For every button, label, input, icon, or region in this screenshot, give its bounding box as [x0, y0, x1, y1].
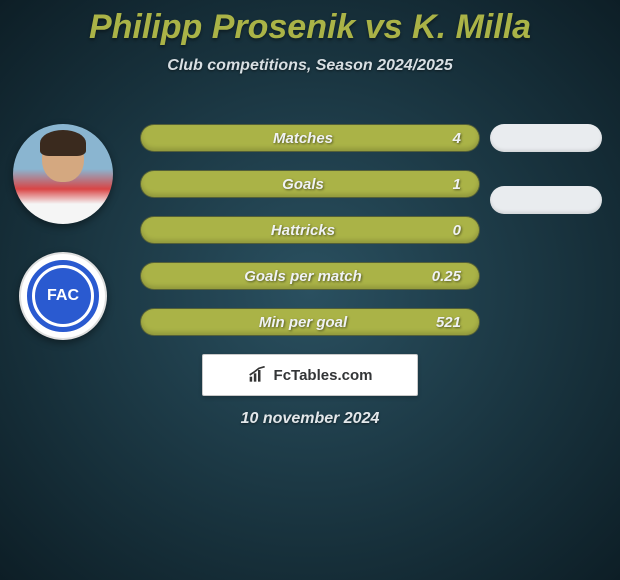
stat-label: Min per goal — [141, 314, 425, 331]
stat-value: 521 — [425, 314, 461, 331]
club-acronym: FAC — [47, 287, 79, 305]
stat-value: 1 — [425, 176, 461, 193]
comparison-pills — [490, 124, 602, 214]
stat-bar: Goals 1 — [140, 170, 480, 198]
brand-text: FcTables.com — [274, 367, 373, 384]
club-avatar: FAC — [19, 252, 107, 340]
stat-bar: Hattricks 0 — [140, 216, 480, 244]
stat-value: 4 — [425, 130, 461, 147]
stat-value: 0.25 — [425, 268, 461, 285]
stat-label: Hattricks — [141, 222, 425, 239]
page-title: Philipp Prosenik vs K. Milla — [0, 0, 620, 47]
date-text: 10 november 2024 — [241, 410, 380, 428]
stat-bar: Goals per match 0.25 — [140, 262, 480, 290]
stat-bar: Matches 4 — [140, 124, 480, 152]
stats-bars: Matches 4 Goals 1 Hattricks 0 Goals per … — [140, 124, 480, 336]
comparison-pill — [490, 124, 602, 152]
subtitle: Club competitions, Season 2024/2025 — [0, 57, 620, 75]
stat-label: Goals — [141, 176, 425, 193]
stat-value: 0 — [425, 222, 461, 239]
comparison-pill — [490, 186, 602, 214]
chart-icon — [248, 366, 268, 384]
stat-label: Matches — [141, 130, 425, 147]
club-logo: FAC — [27, 260, 99, 332]
stat-bar: Min per goal 521 — [140, 308, 480, 336]
avatar-column: FAC — [8, 124, 118, 340]
player-avatar — [13, 124, 113, 224]
brand-badge[interactable]: FcTables.com — [202, 354, 418, 396]
stat-label: Goals per match — [141, 268, 425, 285]
